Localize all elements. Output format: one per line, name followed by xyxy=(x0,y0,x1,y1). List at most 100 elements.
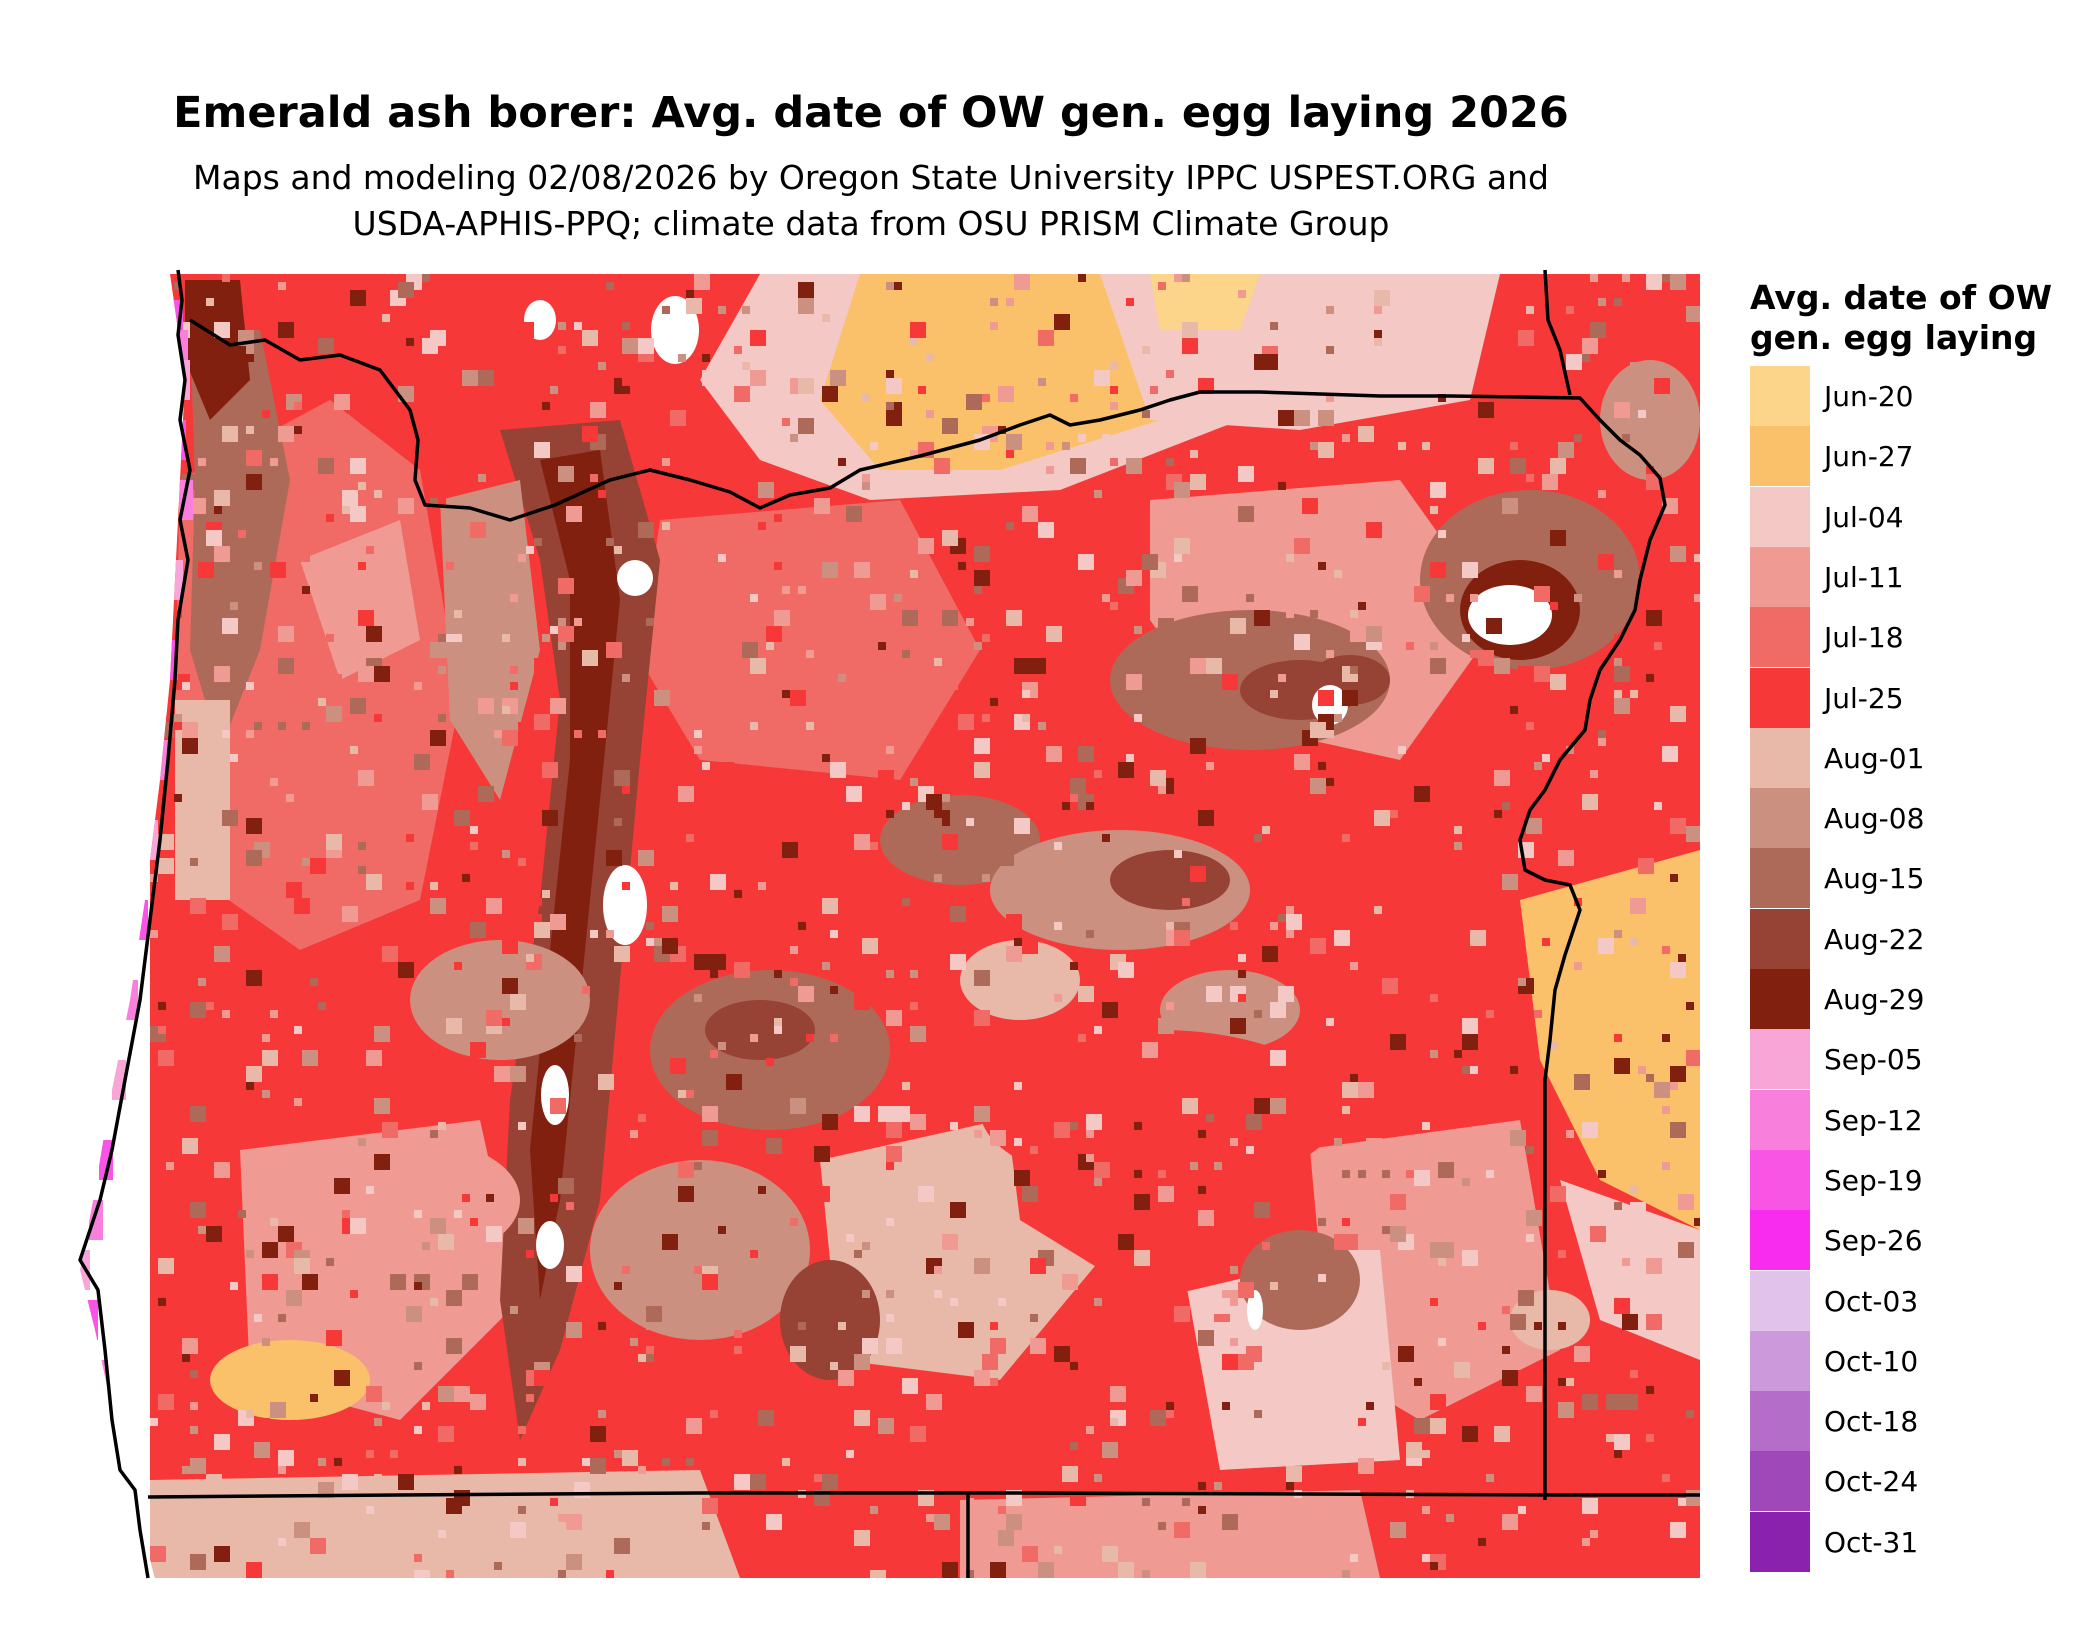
legend-swatch xyxy=(1750,1029,1810,1090)
map-pixel xyxy=(366,1386,382,1402)
map-pixel xyxy=(614,946,630,962)
map-pixel xyxy=(1262,354,1278,370)
map-pixel xyxy=(1014,1170,1030,1186)
map-pixel xyxy=(366,1506,374,1514)
map-pixel xyxy=(798,922,806,930)
map-pixel xyxy=(734,730,750,746)
map-pixel xyxy=(1046,1290,1054,1298)
map-pixel xyxy=(1422,1282,1430,1290)
map-pixel xyxy=(206,1226,222,1242)
map-pixel xyxy=(222,1010,230,1018)
map-pixel xyxy=(1086,1130,1094,1138)
map-pixel xyxy=(318,338,334,354)
map-pixel xyxy=(502,850,510,858)
map-pixel xyxy=(1022,690,1030,698)
legend-label: Sep-26 xyxy=(1824,1224,1923,1258)
map-pixel xyxy=(342,1074,350,1082)
map-pixel xyxy=(1374,1210,1382,1218)
map-pixel xyxy=(766,642,774,650)
map-pixel xyxy=(974,1130,982,1138)
map-pixel xyxy=(1678,1498,1686,1506)
map-pixel xyxy=(942,778,958,794)
map-pixel xyxy=(494,730,502,738)
map-pixel xyxy=(694,994,702,1002)
map-pixel xyxy=(750,1250,758,1258)
map-pixel xyxy=(1550,1042,1558,1050)
map-pixel xyxy=(350,1290,358,1298)
map-pixel xyxy=(1294,410,1310,426)
map-pixel xyxy=(1598,738,1606,746)
map-pixel xyxy=(1502,874,1518,890)
map-pixel xyxy=(606,930,614,938)
map-pixel xyxy=(158,458,166,466)
map-pixel xyxy=(358,866,366,874)
map-pixel xyxy=(1630,1202,1646,1218)
map-pixel xyxy=(974,1258,990,1274)
map-pixel xyxy=(1254,378,1262,386)
map-pixel xyxy=(798,282,814,298)
map-pixel xyxy=(950,954,966,970)
map-pixel xyxy=(934,458,950,474)
map-pixel xyxy=(558,1514,566,1522)
map-pixel xyxy=(1062,1466,1078,1482)
map-pixel xyxy=(1518,1290,1534,1306)
map-pixel xyxy=(798,418,814,434)
map-pixel xyxy=(1294,538,1310,554)
map-pixel xyxy=(1558,442,1574,458)
map-pixel xyxy=(1054,314,1070,330)
map-pixel xyxy=(1630,690,1638,698)
map-pixel xyxy=(942,418,958,434)
map-pixel xyxy=(622,882,630,890)
map-pixel xyxy=(150,906,158,914)
map-pixel xyxy=(550,698,566,714)
map-pixel xyxy=(422,274,430,282)
map-pixel xyxy=(1086,1426,1094,1434)
map-pixel xyxy=(1174,410,1190,426)
map-pixel xyxy=(1558,1250,1566,1258)
map-pixel xyxy=(710,970,718,978)
map-pixel xyxy=(1646,1314,1662,1330)
map-pixel xyxy=(278,1466,286,1474)
map-pixel xyxy=(926,794,942,810)
map-pixel xyxy=(1310,442,1318,450)
map-pixel xyxy=(478,370,494,386)
map-pixel xyxy=(1486,618,1502,634)
map-pixel xyxy=(1606,1434,1614,1442)
map-pixel xyxy=(1126,754,1134,762)
map-pixel xyxy=(1102,1442,1118,1458)
map-pixel xyxy=(830,1034,838,1042)
legend-label: Jul-04 xyxy=(1824,500,1904,534)
legend-label: Jul-18 xyxy=(1824,621,1904,655)
map-pixel xyxy=(630,314,638,322)
map-pixel xyxy=(998,386,1014,402)
map-pixel xyxy=(822,962,830,970)
map-pixel xyxy=(662,306,670,314)
map-pixel xyxy=(1342,1082,1358,1098)
map-pixel xyxy=(254,562,262,570)
map-pixel xyxy=(326,1258,334,1266)
map-pixel xyxy=(1214,1186,1230,1202)
map-pixel xyxy=(1046,626,1062,642)
map-pixel xyxy=(470,826,478,834)
pacific-coastline xyxy=(78,269,192,1579)
map-pixel xyxy=(1254,1098,1270,1114)
map-pixel xyxy=(430,642,446,658)
map-pixel xyxy=(1630,1186,1638,1194)
map-pixel xyxy=(862,1338,878,1354)
map-pixel xyxy=(934,1514,950,1530)
map-pixel xyxy=(526,1394,534,1402)
zone-newberry-core xyxy=(705,1000,815,1060)
map-pixel xyxy=(1190,450,1198,458)
map-pixel xyxy=(246,474,262,490)
map-pixel xyxy=(622,1266,630,1274)
map-pixel xyxy=(854,1530,870,1546)
map-pixel xyxy=(430,730,446,746)
map-pixel xyxy=(310,914,318,922)
map-pixel xyxy=(1070,1194,1086,1210)
map-pixel xyxy=(1006,450,1014,458)
map-pixel xyxy=(350,290,366,306)
map-pixel xyxy=(694,746,702,754)
map-pixel xyxy=(750,370,766,386)
map-pixel xyxy=(830,1362,838,1370)
legend-label: Oct-03 xyxy=(1824,1284,1919,1318)
